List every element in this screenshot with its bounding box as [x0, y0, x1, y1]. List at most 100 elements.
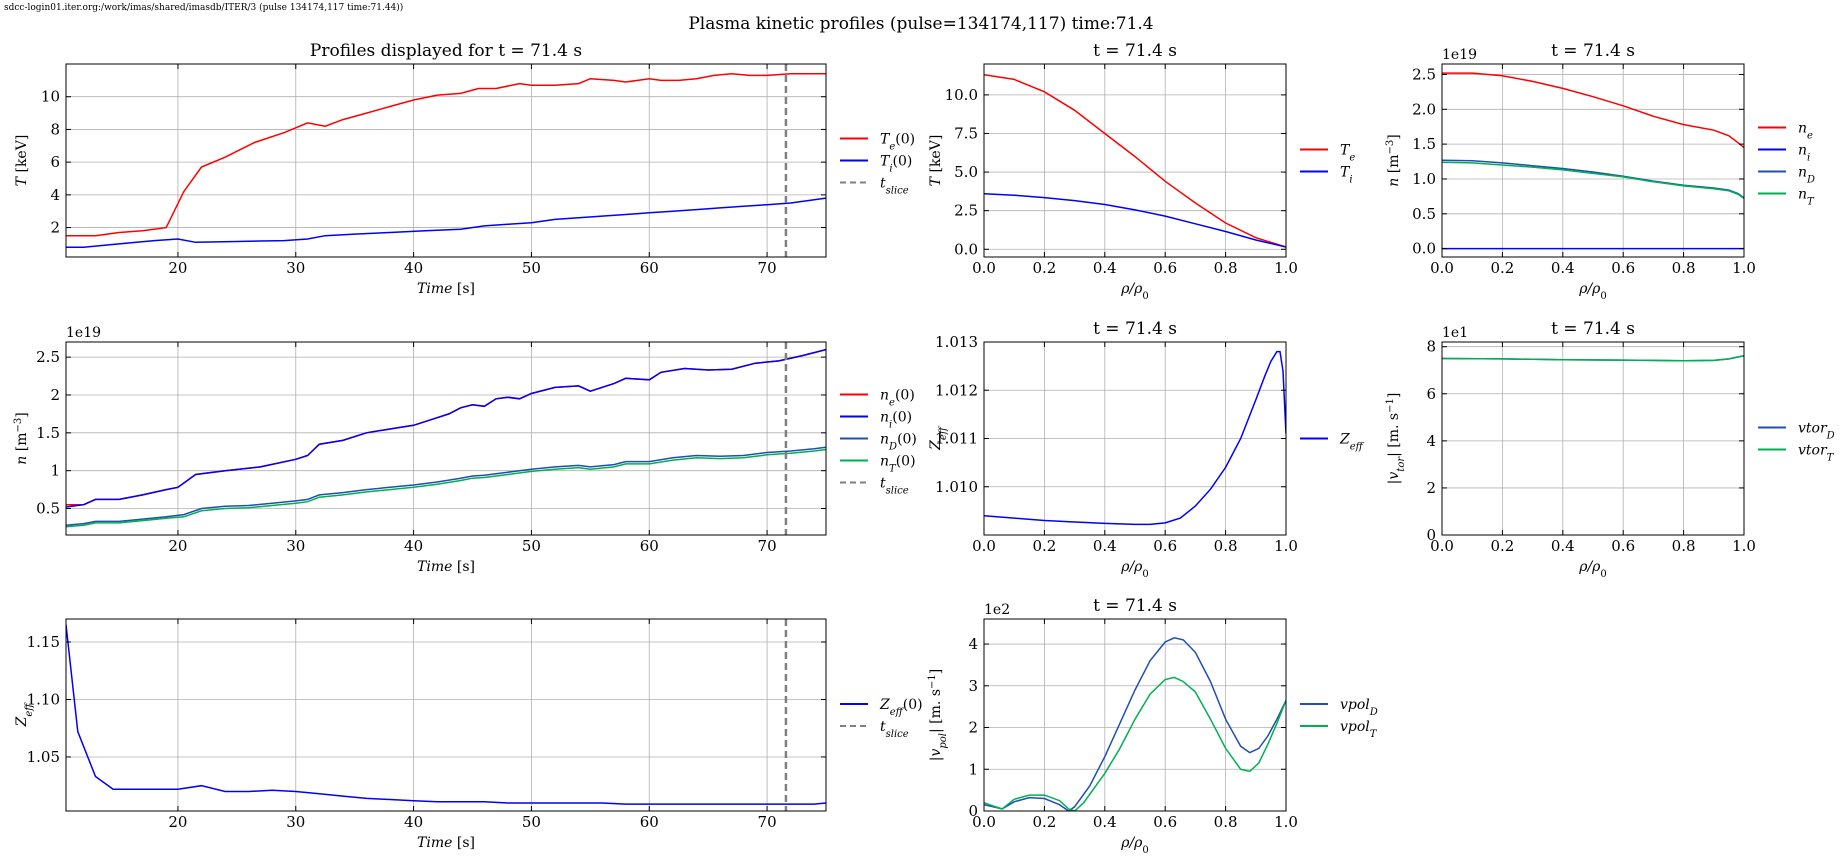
- x-tick-label: 0.2: [1032, 537, 1056, 555]
- legend-label: tslice: [880, 476, 909, 497]
- x-tick-label: 20: [168, 537, 187, 555]
- x-axis-label: ρ/ρ0: [1578, 559, 1607, 580]
- x-tick-label: 0.6: [1153, 813, 1177, 831]
- x-tick-label: 0.0: [1430, 537, 1454, 555]
- x-tick-label: 50: [522, 259, 541, 277]
- chart-density-rho: 0.0 0.2 0.4 0.6 0.8 1.0 0.0 0.5 1.0 1.5 2.0 2.5 t = …: [1385, 41, 1816, 302]
- y-multiplier: 1e19: [1442, 47, 1477, 63]
- y-tick-label: 1.5: [36, 424, 60, 442]
- x-tick-label: 40: [404, 259, 423, 277]
- series-line-vpolD: [984, 637, 1286, 811]
- y-tick-label: 7.5: [954, 124, 978, 142]
- y-tick-label: 2: [50, 219, 60, 237]
- axes-frame: [983, 618, 1287, 812]
- y-tick-label: 1.0: [1412, 170, 1436, 188]
- plot-area: [66, 342, 826, 535]
- x-tick-label: 0.8: [1672, 537, 1696, 555]
- chart-vtor-rho: 0.0 0.2 0.4 0.6 0.8 1.0 0 2 4 6 8 t = 71.4 s 1e1 ρ/ρ0…: [1385, 319, 1835, 580]
- y-tick-label: 1.05: [27, 748, 60, 766]
- x-tick-label: 0.8: [1214, 813, 1238, 831]
- y-tick-label: 1: [50, 462, 60, 480]
- legend-label: vpolT: [1340, 719, 1378, 740]
- x-tick-label: 0.2: [1032, 813, 1056, 831]
- y-tick-label: 6: [1426, 385, 1436, 403]
- y-tick-label: 4: [50, 186, 60, 204]
- x-tick-label: 1.0: [1274, 537, 1298, 555]
- legend-label: ni(0): [880, 410, 912, 431]
- x-axis-label: Time [s]: [417, 281, 475, 297]
- y-axis-label: n [m−3]: [13, 412, 31, 464]
- x-axis-label: ρ/ρ0: [1120, 559, 1149, 580]
- x-tick-label: 0.6: [1153, 537, 1177, 555]
- x-axis-label: ρ/ρ0: [1120, 281, 1149, 302]
- y-tick-label: 2: [50, 386, 60, 404]
- series-line-Zeff: [984, 350, 1286, 526]
- x-tick-label: 0.4: [1551, 259, 1575, 277]
- y-tick-label: 2: [1426, 479, 1436, 497]
- legend-label: ne(0): [880, 388, 915, 409]
- chart-temp-rho: 0.0 0.2 0.4 0.6 0.8 1.0 0.0 2.5 5.0 7.5 10.0 t = 71…: [928, 41, 1355, 302]
- x-tick-label: 0.8: [1672, 259, 1696, 277]
- legend-label: Te: [1340, 143, 1355, 164]
- y-multiplier: 1e2: [984, 602, 1010, 618]
- series-line-ne: [1442, 72, 1744, 149]
- chart-title: t = 71.4 s: [1551, 319, 1635, 339]
- x-tick-label: 30: [286, 259, 305, 277]
- y-tick-label: 8: [1426, 338, 1436, 356]
- axes-frame: [65, 63, 827, 258]
- x-tick-label: 0.6: [1611, 259, 1635, 277]
- plot-area: [66, 64, 826, 257]
- y-tick-label: 2.5: [36, 348, 60, 366]
- legend-label: Zeff: [1339, 432, 1365, 453]
- y-axis-label: Zeff: [928, 425, 949, 451]
- series-line-Zeff0: [66, 624, 826, 805]
- x-tick-label: 40: [404, 537, 423, 555]
- axes-frame: [65, 618, 827, 812]
- legend-label: vtorT: [1798, 443, 1835, 464]
- chart-zeff-time: 20 30 40 50 60 70 1.05 1.10 1.15 Time [s] Zeff Zeff…: [14, 618, 923, 851]
- y-tick-label: 1.012: [935, 381, 978, 399]
- y-tick-label: 1.010: [935, 478, 978, 496]
- series-line-vpolT: [984, 676, 1286, 811]
- y-tick-label: 2.5: [954, 202, 978, 220]
- plot-area: [1442, 354, 1744, 362]
- x-tick-label: 50: [522, 813, 541, 831]
- series-line-Ti: [984, 192, 1286, 248]
- x-tick-label: 50: [522, 537, 541, 555]
- series-line-nT0: [66, 448, 826, 528]
- plot-area: [66, 619, 826, 811]
- x-tick-label: 0.4: [1093, 813, 1117, 831]
- y-tick-label: 2: [968, 719, 978, 737]
- x-tick-label: 30: [286, 537, 305, 555]
- chart-zeff-rho: 0.0 0.2 0.4 0.6 0.8 1.0 1.010 1.011 1.012 1.013 t …: [928, 319, 1365, 580]
- x-tick-label: 30: [286, 813, 305, 831]
- legend-label: ni: [1798, 143, 1810, 164]
- legend-label: Ti(0): [880, 154, 912, 175]
- y-tick-label: 2.5: [1412, 65, 1436, 83]
- x-tick-label: 1.0: [1274, 259, 1298, 277]
- y-axis-label: Zeff: [14, 702, 35, 728]
- series-line-nT: [1442, 161, 1744, 200]
- y-axis-label: T [keV]: [928, 135, 944, 187]
- chart-vpol-rho: 0.0 0.2 0.4 0.6 0.8 1.0 0 1 2 3 4 t = 71.4 s 1e2 ρ/ρ0…: [927, 596, 1378, 856]
- y-tick-label: 1.15: [27, 633, 60, 651]
- x-tick-label: 0.6: [1611, 537, 1635, 555]
- y-tick-label: 6: [50, 153, 60, 171]
- legend-label: Zeff(0): [879, 697, 923, 718]
- x-tick-label: 0.0: [972, 537, 996, 555]
- series-line-vtorT: [1442, 354, 1744, 362]
- x-tick-label: 70: [758, 259, 777, 277]
- x-axis-label: Time [s]: [417, 835, 475, 851]
- y-tick-label: 4: [1426, 432, 1436, 450]
- x-tick-label: 20: [168, 259, 187, 277]
- legend-label: ne: [1798, 121, 1813, 142]
- y-tick-label: 1.011: [935, 430, 978, 448]
- x-tick-label: 0.4: [1093, 259, 1117, 277]
- legend-label: nT: [1798, 187, 1815, 208]
- x-tick-label: 0.6: [1153, 259, 1177, 277]
- y-tick-label: 2.0: [1412, 100, 1436, 118]
- x-axis-label: Time [s]: [417, 559, 475, 575]
- chart-title: Profiles displayed for t = 71.4 s: [310, 41, 582, 61]
- x-tick-label: 0.8: [1214, 259, 1238, 277]
- y-multiplier: 1e19: [66, 325, 101, 341]
